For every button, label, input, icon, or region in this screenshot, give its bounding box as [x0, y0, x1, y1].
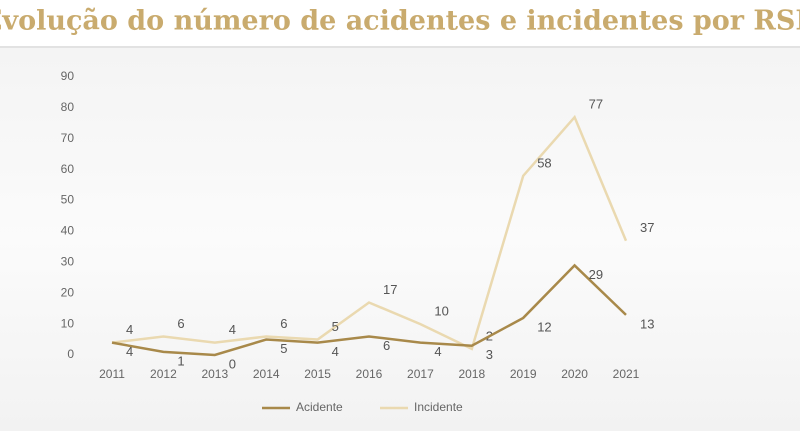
- data-label: 6: [280, 316, 287, 331]
- x-tick-label: 2012: [150, 367, 177, 381]
- data-label: 4: [126, 344, 133, 359]
- data-label: 77: [589, 97, 603, 112]
- data-label: 1: [177, 353, 184, 368]
- y-tick-label: 50: [61, 193, 75, 207]
- series-line: [111, 114, 628, 351]
- y-tick-label: 10: [61, 316, 75, 330]
- data-label: 6: [383, 338, 390, 353]
- data-label: 13: [640, 316, 654, 331]
- series-line: [111, 263, 627, 357]
- x-tick-label: 2015: [304, 367, 331, 381]
- chart-title: Evolução do número de acidentes e incide…: [0, 6, 800, 37]
- x-tick-label: 2019: [510, 367, 537, 381]
- data-label: 4: [332, 344, 339, 359]
- data-label: 4: [126, 322, 133, 337]
- data-label: 12: [537, 319, 551, 334]
- data-label: 17: [383, 282, 397, 297]
- y-tick-label: 30: [61, 255, 75, 269]
- data-label: 0: [229, 356, 236, 371]
- x-tick-label: 2011: [99, 367, 125, 381]
- x-tick-label: 2014: [253, 367, 280, 381]
- data-label: 5: [332, 319, 339, 334]
- data-label: 29: [589, 267, 603, 282]
- y-tick-label: 70: [61, 131, 75, 145]
- data-label: 10: [434, 304, 448, 319]
- x-tick-label: 2020: [561, 367, 588, 381]
- y-tick-label: 90: [61, 69, 75, 83]
- data-label: 4: [434, 344, 441, 359]
- y-tick-label: 20: [61, 285, 75, 299]
- y-tick-label: 60: [61, 162, 75, 176]
- data-label: 37: [640, 220, 654, 235]
- legend-label: Acidente: [296, 400, 343, 414]
- x-tick-label: 2017: [407, 367, 434, 381]
- data-label: 3: [486, 347, 493, 362]
- data-label: 58: [537, 155, 551, 170]
- data-label: 4: [229, 322, 236, 337]
- y-tick-label: 80: [61, 100, 75, 114]
- x-tick-label: 2016: [356, 367, 383, 381]
- legend-label: Incidente: [414, 400, 463, 414]
- data-label: 5: [280, 341, 287, 356]
- y-tick-label: 40: [61, 224, 75, 238]
- data-label: 6: [177, 316, 184, 331]
- plot-background: [0, 48, 800, 431]
- x-tick-label: 2013: [201, 367, 228, 381]
- y-tick-label: 0: [67, 347, 74, 361]
- x-tick-label: 2018: [458, 367, 485, 381]
- x-tick-label: 2021: [613, 367, 640, 381]
